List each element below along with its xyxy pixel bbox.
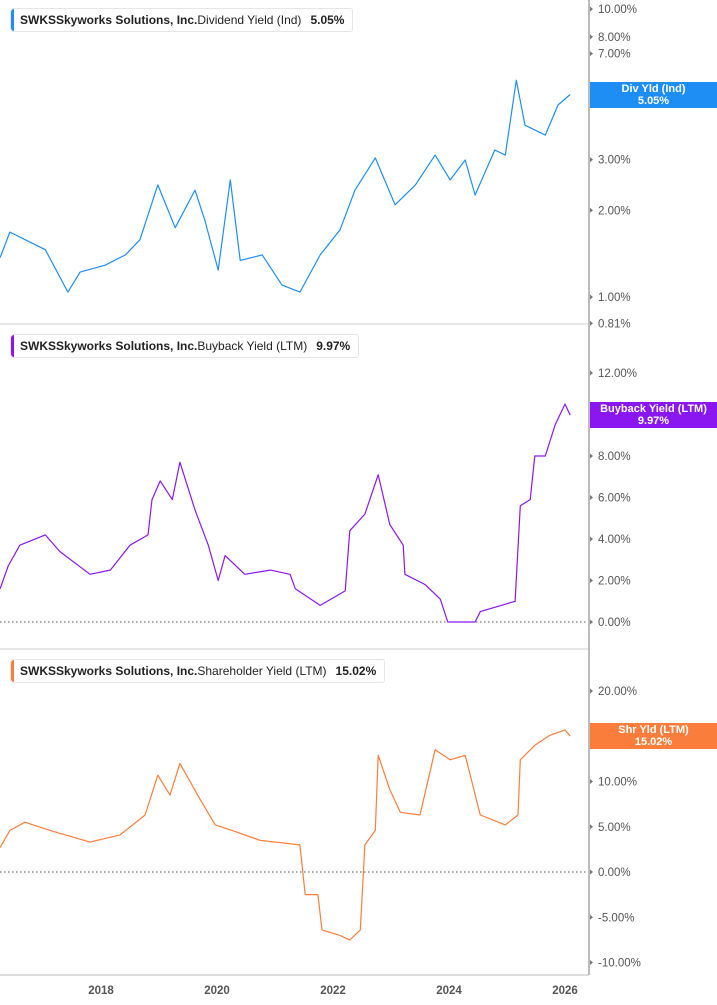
x-tick-label: 2022	[320, 985, 346, 997]
y-tick-label-shareholder-yield: -5.00%	[598, 912, 634, 924]
y-tick-label-shareholder-yield: 20.00%	[598, 686, 637, 698]
y-tick-label-dividend-yield: 3.00%	[598, 155, 631, 167]
legend-color-bar	[11, 335, 14, 357]
y-tick-mark	[590, 960, 593, 965]
legend-metric: Buyback Yield (LTM)	[197, 339, 308, 353]
y-tick-mark	[590, 6, 593, 12]
y-tick-mark	[590, 370, 593, 376]
last-value-tag-buyback: Buyback Yield (LTM) 9.97%	[590, 402, 717, 428]
legend-color-bar	[11, 660, 14, 682]
tag-value: 9.97%	[637, 415, 670, 427]
y-tick-mark	[590, 453, 593, 459]
last-value-tag-shareholder: Shr Yld (LTM) 15.02%	[590, 723, 717, 749]
legend-value: 5.05%	[310, 13, 345, 27]
legend-shareholder-yield[interactable]: SWKS Skyworks Solutions, Inc. Shareholde…	[10, 659, 386, 683]
y-tick-label-buyback-yield: 0.00%	[598, 617, 631, 629]
y-tick-label-buyback-yield: 2.00%	[598, 576, 631, 588]
y-tick-label-dividend-yield: 0.81%	[598, 318, 631, 330]
y-tick-mark	[590, 824, 593, 830]
y-tick-mark	[590, 495, 593, 500]
y-tick-mark	[590, 320, 593, 326]
y-tick-mark	[590, 578, 593, 583]
legend-ticker: SWKS	[20, 13, 56, 27]
tag-title: Buyback Yield (LTM)	[600, 403, 707, 415]
tag-value: 5.05%	[637, 95, 670, 107]
y-tick-mark	[590, 157, 593, 163]
y-tick-mark	[590, 294, 593, 300]
y-tick-label-buyback-yield: 12.00%	[598, 368, 637, 380]
y-tick-label-shareholder-yield: 5.00%	[598, 822, 631, 834]
series-line-shareholder-yield	[0, 729, 571, 941]
y-tick-mark	[590, 914, 593, 920]
legend-value: 9.97%	[316, 339, 351, 353]
series-line-buyback-yield	[0, 403, 571, 623]
y-tick-mark	[590, 536, 593, 542]
y-tick-mark	[590, 619, 593, 625]
y-tick-label-shareholder-yield: -10.00%	[598, 958, 641, 970]
x-tick-label: 2018	[88, 985, 114, 997]
series-line-dividend-yield	[0, 79, 571, 293]
legend-ticker: SWKS	[20, 664, 56, 678]
legend-buyback-yield[interactable]: SWKS Skyworks Solutions, Inc. Buyback Yi…	[10, 334, 360, 358]
legend-company: Skyworks Solutions, Inc.	[56, 339, 198, 353]
y-tick-label-buyback-yield: 4.00%	[598, 534, 631, 546]
y-tick-label-dividend-yield: 7.00%	[598, 49, 631, 61]
y-tick-label-dividend-yield: 1.00%	[598, 292, 631, 304]
y-tick-label-dividend-yield: 8.00%	[598, 32, 631, 44]
y-tick-mark	[590, 779, 593, 784]
legend-metric: Dividend Yield (Ind)	[197, 13, 302, 27]
y-tick-mark	[590, 34, 593, 40]
legend-value: 15.02%	[335, 664, 377, 678]
x-tick-label: 2024	[436, 985, 462, 997]
y-tick-label-dividend-yield: 2.00%	[598, 205, 631, 217]
y-tick-label-shareholder-yield: 10.00%	[598, 777, 637, 789]
tag-value: 15.02%	[634, 736, 673, 748]
y-tick-label-dividend-yield: 10.00%	[598, 4, 637, 16]
y-tick-mark	[590, 207, 593, 213]
y-tick-label-buyback-yield: 6.00%	[598, 493, 631, 505]
y-tick-mark	[590, 688, 593, 694]
y-tick-mark	[590, 869, 593, 875]
tag-title: Shr Yld (LTM)	[618, 724, 689, 736]
y-tick-label-buyback-yield: 8.00%	[598, 451, 631, 463]
legend-color-bar	[11, 9, 14, 31]
y-tick-mark	[590, 51, 593, 57]
tag-title: Div Yld (Ind)	[621, 83, 686, 95]
legend-dividend-yield[interactable]: SWKS Skyworks Solutions, Inc. Dividend Y…	[10, 8, 354, 32]
y-tick-label-shareholder-yield: 0.00%	[598, 867, 631, 879]
x-tick-label: 2020	[204, 985, 230, 997]
legend-ticker: SWKS	[20, 339, 56, 353]
legend-company: Skyworks Solutions, Inc.	[56, 13, 198, 27]
x-tick-label: 2026	[552, 985, 578, 997]
legend-metric: Shareholder Yield (LTM)	[197, 664, 327, 678]
legend-company: Skyworks Solutions, Inc.	[56, 664, 198, 678]
last-value-tag-dividend: Div Yld (Ind) 5.05%	[590, 82, 717, 108]
